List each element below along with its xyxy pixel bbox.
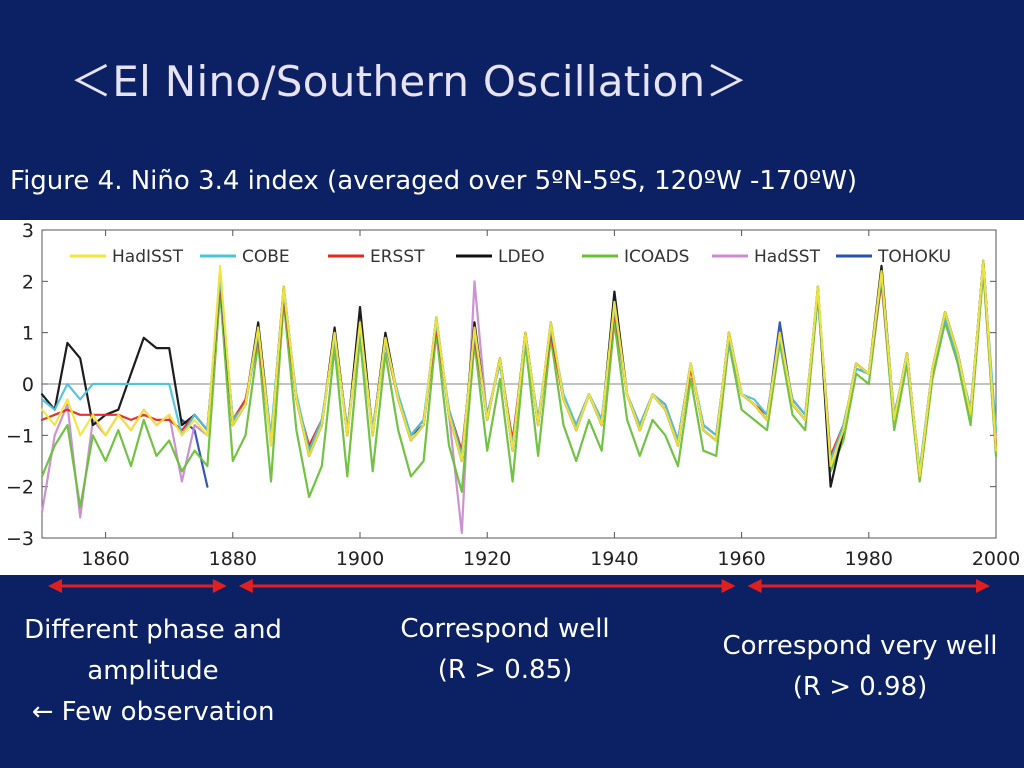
x-tick-label: 2000	[972, 548, 1020, 570]
series-line-tohoku	[180, 259, 998, 488]
legend-label-hadisst: HadISST	[112, 247, 184, 267]
series-line-hadisst	[40, 259, 998, 478]
period-arrow-head-left-0	[48, 579, 62, 593]
period-note-early: Different phase and amplitude ← Few obse…	[8, 610, 298, 733]
period-note-early-line-3: ← Few observation	[31, 697, 275, 727]
period-note-recent: Correspond very well (R > 0.98)	[705, 626, 1015, 708]
x-tick-label: 1980	[845, 548, 893, 570]
x-tick-label: 1960	[717, 548, 765, 570]
period-arrow-head-left-2	[747, 579, 762, 593]
period-note-middle: Correspond well (R > 0.85)	[375, 609, 635, 691]
y-tick-label: −3	[6, 528, 34, 550]
series-line-ldeo	[40, 259, 998, 488]
y-tick-label: 0	[22, 374, 34, 396]
period-note-early-line-2: amplitude	[87, 656, 219, 686]
period-note-recent-line-2: (R > 0.98)	[792, 672, 928, 702]
period-note-middle-line-2: (R > 0.85)	[437, 655, 573, 685]
y-tick-label: 3	[22, 220, 34, 242]
figure-caption: Figure 4. Niño 3.4 index (averaged over …	[10, 166, 858, 196]
period-note-early-line-1: Different phase and	[24, 615, 282, 645]
legend-label-tohoku: TOHOKU	[877, 247, 951, 267]
y-tick-label: 1	[22, 323, 34, 345]
x-tick-label: 1920	[463, 548, 511, 570]
legend-label-ersst: ERSST	[370, 247, 425, 267]
period-arrow-head-right-2	[976, 579, 990, 593]
chart-panel: 3 2 1 0 −1 −2 −3 1860 1880 1900 1920 1940 1960 1980 20…	[0, 220, 1024, 575]
period-arrow-head-right-1	[721, 579, 736, 593]
period-note-recent-line-1: Correspond very well	[722, 631, 998, 661]
y-tick-label: −1	[6, 425, 34, 447]
y-tick-label: −2	[6, 477, 34, 499]
series-line-ersst	[40, 264, 998, 473]
period-arrows	[48, 579, 990, 593]
period-arrow-head-left-1	[238, 579, 253, 593]
nino34-line-chart: 3 2 1 0 −1 −2 −3 1860 1880 1900 1920 1940 1960 1980 20…	[6, 220, 1020, 570]
legend-label-icoads: ICOADS	[624, 247, 689, 267]
y-tick-label: 2	[22, 271, 34, 293]
period-note-middle-line-1: Correspond well	[400, 614, 610, 644]
x-tick-label: 1940	[590, 548, 638, 570]
slide-title: ＜El Nino/Southern Oscillation＞	[70, 57, 748, 106]
x-tick-label: 1860	[81, 548, 129, 570]
legend-label-hadsst: HadSST	[754, 247, 821, 267]
legend-label-cobe: COBE	[242, 247, 290, 267]
period-arrow-head-right-0	[212, 579, 227, 593]
x-tick-label: 1900	[336, 548, 384, 570]
legend-label-ldeo: LDEO	[498, 247, 545, 267]
series-line-cobe	[40, 264, 998, 473]
x-tick-label: 1880	[209, 548, 257, 570]
